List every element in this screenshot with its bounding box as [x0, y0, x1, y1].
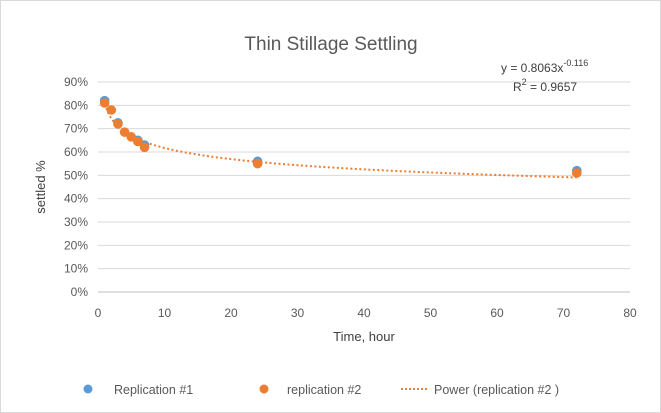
- data-point-series-2: [133, 136, 143, 147]
- legend-label-power-trendline: Power (replication #2 ): [434, 383, 559, 397]
- legend-label-replication-1: Replication #1: [114, 383, 193, 397]
- data-point-series-2: [252, 158, 263, 169]
- data-point-series-2: [572, 168, 582, 178]
- x-tick-label: 80: [623, 306, 637, 320]
- x-tick-label: 10: [158, 306, 172, 320]
- x-axis-ticks: 0 10 20 30 40 50 60 70 80: [95, 306, 637, 320]
- legend-marker-replication-2: [259, 384, 269, 394]
- gridlines: [98, 81, 630, 293]
- legend: Replication #1 replication #2 Power (rep…: [83, 383, 559, 397]
- y-tick-label: 50%: [64, 168, 88, 182]
- data-point-series-2: [119, 127, 130, 137]
- x-tick-label: 0: [95, 306, 102, 320]
- y-tick-label: 70%: [64, 122, 88, 136]
- data-point-series-2: [99, 98, 110, 108]
- x-tick-label: 20: [224, 306, 238, 320]
- data-point-series-2: [126, 132, 137, 142]
- legend-marker-replication-1: [83, 384, 93, 394]
- trendline-equation-exponent: -0.116: [563, 58, 588, 68]
- r-squared-symbol: R: [513, 80, 522, 94]
- y-tick-label: 20%: [64, 238, 88, 252]
- r-squared-sup: 2: [522, 77, 527, 87]
- power-trendline: [103, 103, 577, 179]
- trendline-r-squared: R2 = 0.9657: [513, 77, 577, 94]
- y-tick-label: 0%: [71, 285, 89, 299]
- y-tick-label: 10%: [64, 262, 88, 276]
- y-axis-ticks: 0% 10% 20% 30% 40% 50% 60% 70% 80% 90%: [64, 75, 88, 299]
- x-tick-label: 50: [424, 306, 438, 320]
- y-tick-label: 60%: [64, 145, 88, 159]
- x-tick-label: 70: [557, 306, 571, 320]
- r-squared-value: = 0.9657: [527, 80, 578, 94]
- trendline-equation-base: y = 0.8063x: [501, 61, 563, 75]
- trendline-equation: y = 0.8063x-0.116: [501, 58, 588, 75]
- data-point-series-2: [139, 142, 150, 153]
- y-tick-label: 30%: [64, 215, 88, 229]
- legend-label-replication-2: replication #2: [287, 383, 361, 397]
- data-point-series-2: [106, 105, 117, 115]
- y-axis-label: settled %: [33, 160, 48, 214]
- x-tick-label: 30: [291, 306, 305, 320]
- y-tick-label: 80%: [64, 98, 88, 112]
- chart-title: Thin Stillage Settling: [244, 34, 417, 55]
- data-point-series-2: [113, 119, 123, 129]
- y-tick-label: 40%: [64, 192, 88, 206]
- x-tick-label: 40: [357, 306, 371, 320]
- y-tick-label: 90%: [64, 75, 88, 89]
- trendline-layer: [103, 103, 577, 179]
- x-axis-label: Time, hour: [333, 329, 395, 344]
- x-tick-label: 60: [490, 306, 504, 320]
- data-points: [99, 95, 582, 178]
